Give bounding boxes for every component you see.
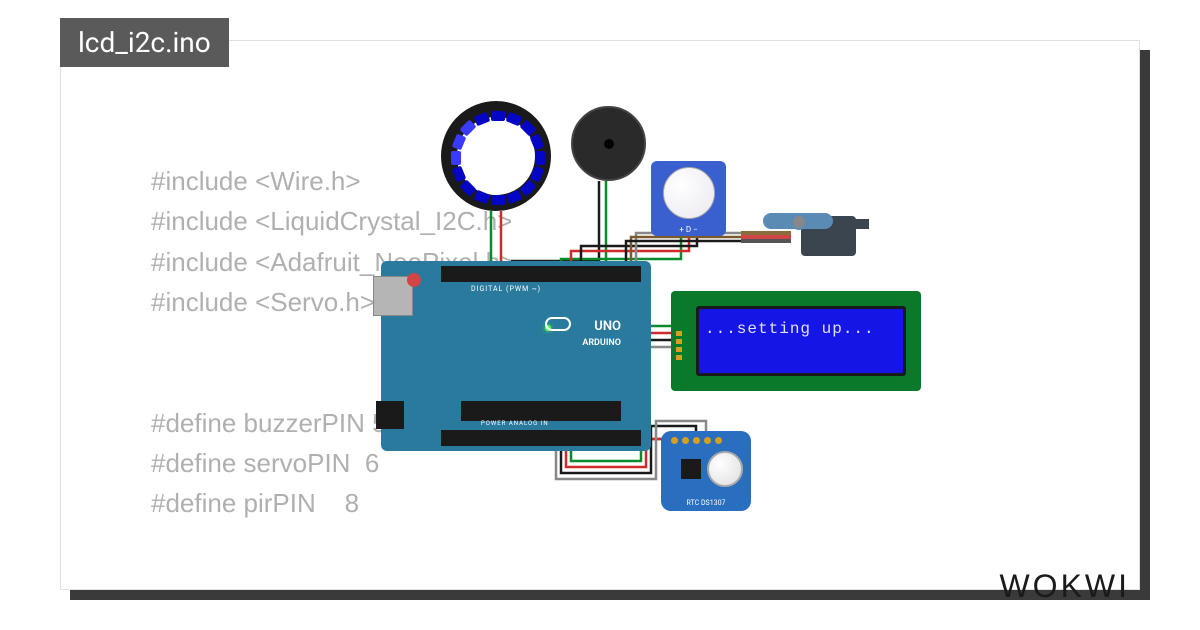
servo-hub-icon <box>791 214 807 230</box>
ring-led-icon <box>451 151 461 165</box>
pir-sensor[interactable]: + D − <box>651 161 726 236</box>
ring-led-icon <box>535 151 545 165</box>
logo-text: WOKWI <box>999 568 1130 604</box>
lcd-i2c-module[interactable]: ...setting up... <box>671 291 921 391</box>
buzzer[interactable] <box>571 106 646 181</box>
ring-led-icon <box>491 111 505 121</box>
arduino-uno-board[interactable]: UNO ARDUINO DIGITAL (PWM ~) POWER ANALOG… <box>381 261 651 451</box>
power-jack-icon <box>376 401 404 429</box>
circuit-diagram[interactable]: + D − UNO ARDUINO DIGITAL (PWM ~) POWER … <box>341 101 961 521</box>
code-line: #define pirPIN 8 <box>151 488 359 518</box>
coin-cell-icon <box>707 451 743 487</box>
lcd-pins <box>676 331 686 361</box>
code-line: #include <Wire.h> <box>151 166 361 196</box>
digital-header <box>441 266 641 282</box>
neopixel-ring[interactable] <box>441 101 551 211</box>
pir-label: + D − <box>651 225 726 234</box>
power-pins-label: POWER ANALOG IN <box>481 420 549 427</box>
digital-pins-label: DIGITAL (PWM ~) <box>471 285 541 293</box>
rtc-chip-icon <box>681 459 701 479</box>
file-tab-label: lcd_i2c.ino <box>78 26 211 59</box>
rtc-module[interactable]: RTC DS1307 <box>661 431 751 511</box>
lcd-text: ...setting up... <box>705 320 875 338</box>
servo-wire-icon <box>741 231 791 243</box>
reset-button-icon <box>407 273 421 287</box>
pir-dome-icon <box>663 167 715 219</box>
rtc-label: RTC DS1307 <box>661 499 751 507</box>
lcd-screen: ...setting up... <box>696 306 906 376</box>
project-card: #include <Wire.h> #include <LiquidCrysta… <box>60 40 1140 590</box>
wokwi-logo[interactable]: WOKWI <box>999 568 1130 605</box>
arduino-logo-icon <box>545 317 571 331</box>
mcu-chip-icon <box>461 401 621 421</box>
ring-led-icon <box>491 195 505 205</box>
file-tab[interactable]: lcd_i2c.ino <box>60 18 229 67</box>
analog-header <box>441 430 641 446</box>
arduino-label: UNO ARDUINO <box>582 319 621 349</box>
rtc-pins <box>671 437 722 444</box>
